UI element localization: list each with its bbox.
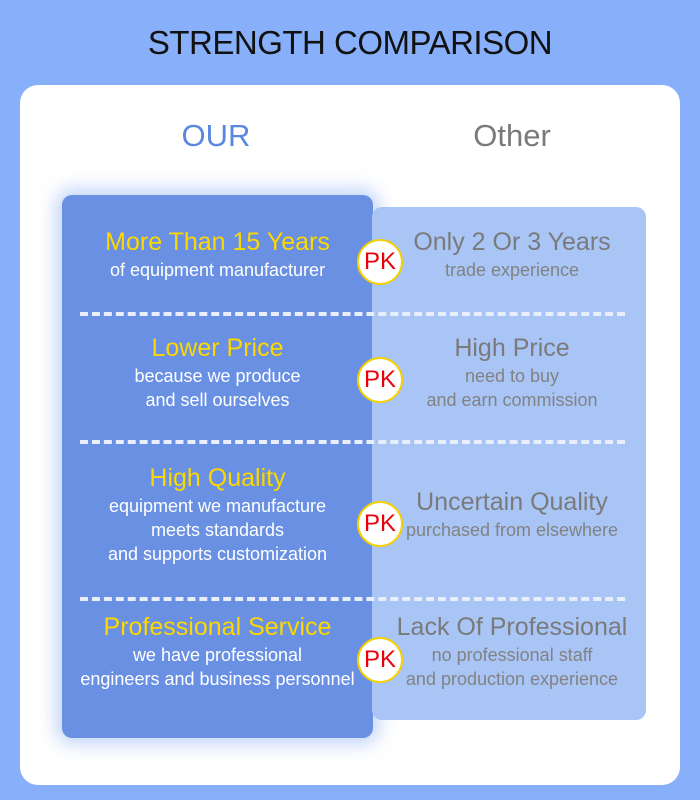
page-title: STRENGTH COMPARISON	[147, 24, 553, 61]
other-item-desc: and production experience	[405, 669, 619, 689]
our-item-desc: and supports customization	[107, 544, 328, 564]
other-item: Lack Of Professional no professional sta…	[375, 615, 649, 691]
other-column-header: Other	[473, 118, 551, 153]
our-item-desc: because we produce	[134, 366, 301, 386]
our-item-desc: equipment we manufacture	[108, 496, 327, 516]
our-column-header: OUR	[181, 118, 251, 153]
other-item: Only 2 Or 3 Years trade experience	[375, 230, 649, 282]
our-item-desc: of equipment manufacturer	[109, 260, 326, 280]
our-item-desc: and sell ourselves	[145, 390, 290, 410]
divider	[80, 440, 625, 444]
other-item-title: Lack Of Professional	[396, 613, 628, 641]
our-item: Lower Price because we produce and sell …	[62, 336, 373, 412]
other-item-title: Uncertain Quality	[416, 488, 608, 516]
other-item-title: Only 2 Or 3 Years	[413, 228, 611, 256]
divider	[80, 312, 625, 316]
other-panel	[372, 207, 646, 720]
other-item-desc: purchased from elsewhere	[405, 520, 619, 540]
our-item-desc: meets standards	[150, 520, 285, 540]
our-item: Professional Service we have professiona…	[62, 615, 373, 691]
other-item-desc: trade experience	[444, 260, 580, 280]
our-item-title: More Than 15 Years	[105, 228, 330, 256]
our-item-title: Lower Price	[151, 334, 284, 362]
other-item-desc: need to buy	[464, 366, 560, 386]
other-item-desc: no professional staff	[431, 645, 593, 665]
our-item: More Than 15 Years of equipment manufact…	[62, 230, 373, 282]
pk-badge: PK	[357, 357, 403, 403]
pk-badge: PK	[357, 637, 403, 683]
our-panel	[62, 195, 373, 738]
divider	[80, 597, 625, 601]
our-item-title: Professional Service	[103, 613, 332, 641]
our-item-desc: we have professional	[132, 645, 303, 665]
pk-badge: PK	[357, 239, 403, 285]
pk-badge: PK	[357, 501, 403, 547]
our-item: High Quality equipment we manufacture me…	[62, 466, 373, 566]
other-item-title: High Price	[454, 334, 570, 362]
other-item: High Price need to buy and earn commissi…	[375, 336, 649, 412]
our-item-title: High Quality	[149, 464, 286, 492]
our-item-desc: engineers and business personnel	[80, 669, 355, 689]
other-item: Uncertain Quality purchased from elsewhe…	[375, 490, 649, 542]
other-item-desc: and earn commission	[426, 390, 598, 410]
